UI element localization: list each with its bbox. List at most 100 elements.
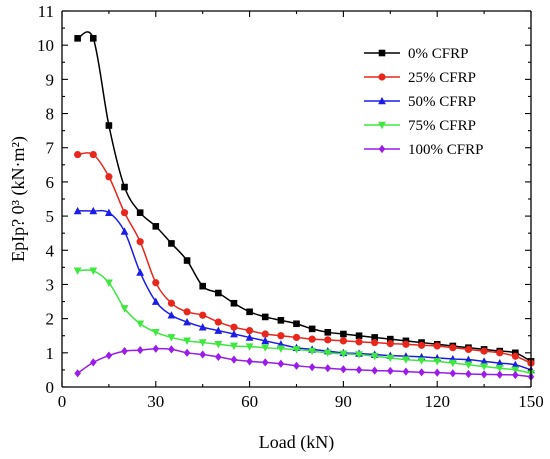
data-point <box>339 350 348 358</box>
y-tick-label: 10 <box>37 36 54 55</box>
data-point <box>261 336 270 345</box>
data-point <box>120 227 129 235</box>
data-point <box>308 347 317 356</box>
data-point <box>89 150 97 159</box>
data-point <box>324 336 332 344</box>
data-point <box>73 267 82 275</box>
data-point <box>308 335 316 343</box>
data-point <box>355 365 363 375</box>
data-point <box>464 361 473 369</box>
data-point <box>246 308 253 316</box>
data-point <box>215 352 222 362</box>
data-point <box>449 344 457 352</box>
data-point <box>183 348 191 357</box>
data-point <box>448 359 457 368</box>
data-point <box>511 366 520 375</box>
data-point <box>214 340 223 349</box>
data-point <box>261 344 270 352</box>
x-tick-label: 60 <box>241 392 258 411</box>
data-point <box>183 337 191 345</box>
data-point <box>339 337 347 345</box>
y-tick-label: 5 <box>46 207 55 226</box>
x-tick-label: 30 <box>147 392 164 411</box>
data-point <box>199 282 206 290</box>
data-point <box>433 342 441 350</box>
data-point <box>417 357 426 365</box>
data-point <box>198 323 207 331</box>
data-point <box>73 206 82 215</box>
legend-item-1: 25% CFRP <box>364 70 476 86</box>
data-point <box>371 334 378 341</box>
y-tick-label: 9 <box>46 70 55 89</box>
data-point <box>168 240 175 247</box>
data-point <box>387 366 394 376</box>
data-point <box>308 363 316 372</box>
data-point <box>136 268 145 276</box>
data-point <box>292 333 301 342</box>
data-point <box>183 317 191 326</box>
data-point <box>183 257 191 264</box>
data-point <box>167 334 176 342</box>
legend-label: 0% CFRP <box>408 46 468 62</box>
data-point <box>277 317 285 324</box>
data-point <box>464 345 473 353</box>
legend-marker <box>378 96 386 105</box>
x-tick-label: 0 <box>58 392 67 411</box>
series-line <box>77 209 532 371</box>
y-tick-label: 7 <box>46 139 55 158</box>
legend-item-0: 0% CFRP <box>364 46 468 62</box>
data-point <box>105 208 113 216</box>
x-tick-label: 90 <box>335 392 352 411</box>
data-point <box>74 35 81 42</box>
data-point <box>355 351 363 359</box>
x-tick-label: 150 <box>518 392 544 411</box>
data-point <box>136 345 144 355</box>
data-point <box>261 313 269 321</box>
data-point <box>89 267 98 275</box>
y-tick-label: 8 <box>46 105 55 124</box>
legend-label: 50% CFRP <box>408 94 476 110</box>
x-tick-label: 120 <box>424 392 450 411</box>
data-point <box>496 370 504 379</box>
y-tick-label: 1 <box>46 344 55 363</box>
data-point <box>136 320 145 328</box>
data-point <box>183 308 191 316</box>
data-point <box>292 346 301 354</box>
y-tick-label: 3 <box>46 275 55 294</box>
data-point <box>324 329 332 336</box>
data-point <box>151 329 160 337</box>
data-point <box>152 223 160 230</box>
data-point <box>386 339 394 348</box>
data-point <box>511 352 519 360</box>
data-point <box>105 173 113 181</box>
data-point <box>215 289 222 297</box>
data-point <box>465 369 472 379</box>
data-point <box>261 358 269 367</box>
data-point <box>167 299 176 307</box>
data-point <box>245 343 254 351</box>
data-point <box>512 370 519 380</box>
data-point <box>355 332 363 340</box>
data-point <box>324 364 332 373</box>
data-point <box>105 122 113 129</box>
data-point <box>89 206 98 215</box>
data-point <box>370 352 379 361</box>
legend-label: 25% CFRP <box>408 70 476 86</box>
legend-marker <box>378 121 386 130</box>
data-point <box>386 354 395 363</box>
data-point <box>323 349 332 357</box>
data-point <box>277 359 285 368</box>
data-point <box>402 367 410 376</box>
data-point <box>89 35 97 42</box>
legend-label: 100% CFRP <box>408 142 483 158</box>
data-point <box>246 327 254 335</box>
y-tick-label: 11 <box>38 2 54 21</box>
data-point <box>199 311 207 319</box>
data-point <box>214 318 222 326</box>
data-point <box>480 363 488 371</box>
data-point <box>74 150 82 159</box>
data-point <box>261 330 269 338</box>
legend-marker <box>378 73 386 81</box>
data-point <box>480 370 488 379</box>
